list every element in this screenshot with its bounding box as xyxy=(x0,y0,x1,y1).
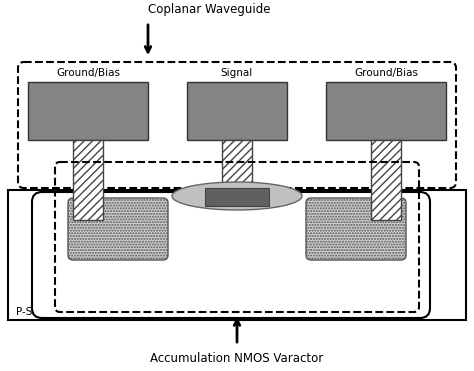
Bar xyxy=(205,188,269,206)
Text: Accumulation NMOS Varactor: Accumulation NMOS Varactor xyxy=(150,351,324,364)
Bar xyxy=(73,140,103,220)
Text: Ground/Bias: Ground/Bias xyxy=(354,68,418,78)
Bar xyxy=(8,190,466,320)
Text: Ground/Bias: Ground/Bias xyxy=(56,68,120,78)
Bar xyxy=(187,82,287,140)
Ellipse shape xyxy=(172,182,302,210)
Text: N-Well: N-Well xyxy=(218,269,256,282)
Text: P-Substrate: P-Substrate xyxy=(16,307,76,317)
Text: Signal: Signal xyxy=(221,68,253,78)
FancyBboxPatch shape xyxy=(68,198,168,260)
Text: N+: N+ xyxy=(109,223,128,236)
Bar xyxy=(326,82,446,140)
Bar xyxy=(222,140,252,205)
Text: Coplanar Waveguide: Coplanar Waveguide xyxy=(148,3,271,16)
Text: N+: N+ xyxy=(346,223,365,236)
Bar xyxy=(28,82,148,140)
Bar xyxy=(371,140,401,220)
FancyBboxPatch shape xyxy=(32,192,430,318)
FancyBboxPatch shape xyxy=(306,198,406,260)
